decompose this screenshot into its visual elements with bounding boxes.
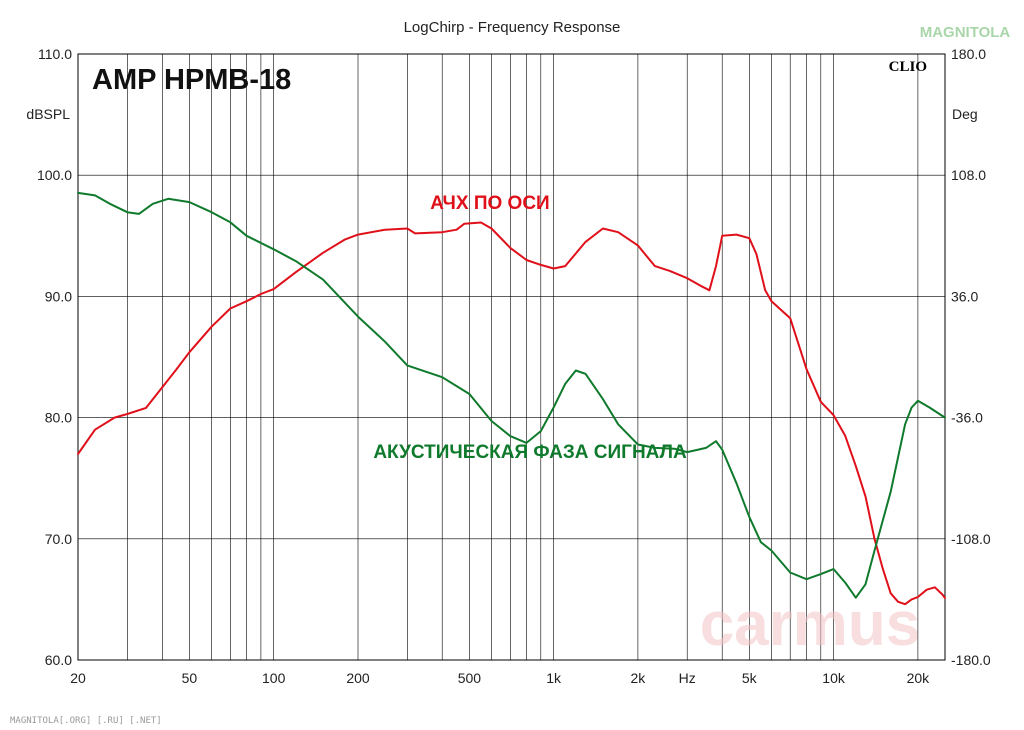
- x-tick-label: 20k: [907, 670, 931, 686]
- series-label-magnitude: АЧХ ПО ОСИ: [430, 193, 549, 214]
- x-tick-label: 100: [262, 670, 286, 686]
- logo-text: MAGNITOLA: [920, 24, 1011, 41]
- left-axis-ticks: 110.0 100.0 90.0 80.0 70.0 60.0: [37, 46, 72, 668]
- left-tick-label: 90.0: [45, 288, 72, 304]
- x-tick-label: Hz: [679, 670, 696, 686]
- phase-series-line: [77, 191, 946, 599]
- major-grid: [78, 53, 945, 661]
- right-tick-label: 180.0: [951, 46, 986, 62]
- right-tick-label: 36.0: [951, 288, 978, 304]
- right-axis-ticks: 180.0 108.0 36.0 -36.0 -108.0 -180.0: [951, 46, 991, 668]
- x-tick-label: 2k: [631, 670, 647, 686]
- watermark-text: carmus: [700, 590, 921, 659]
- x-axis-ticks: 20 50 100 200 500 1k 2k Hz 5k 10k 20k: [70, 670, 930, 686]
- left-tick-label: 70.0: [45, 531, 72, 547]
- series-layer: [77, 191, 946, 606]
- plot-frame: [77, 53, 946, 661]
- right-tick-label: 108.0: [951, 167, 986, 183]
- x-tick-label: 50: [182, 670, 198, 686]
- right-tick-label: -36.0: [951, 410, 983, 426]
- minor-grid: [127, 54, 919, 660]
- x-tick-label: 5k: [742, 670, 758, 686]
- magnitude-series-line: [77, 221, 946, 606]
- x-tick-label: 500: [458, 670, 482, 686]
- x-tick-label: 20: [70, 670, 86, 686]
- footer-text: MAGNITOLA[.ORG] [.RU] [.NET]: [10, 716, 162, 726]
- model-label: AMP HPMB-18: [92, 64, 291, 96]
- left-tick-label: 100.0: [37, 167, 72, 183]
- left-tick-label: 60.0: [45, 652, 72, 668]
- right-tick-label: -108.0: [951, 531, 991, 547]
- x-tick-label: 10k: [822, 670, 846, 686]
- right-axis-unit: Deg: [952, 106, 978, 122]
- chart-title: LogChirp - Frequency Response: [404, 19, 621, 36]
- left-tick-label: 110.0: [38, 46, 72, 62]
- x-tick-label: 200: [346, 670, 370, 686]
- brand-label: CLIO: [889, 59, 927, 75]
- series-label-phase: АКУСТИЧЕСКАЯ ФАЗА СИГНАЛА: [373, 442, 687, 463]
- left-tick-label: 80.0: [45, 410, 72, 426]
- left-axis-unit: dBSPL: [26, 106, 70, 122]
- right-tick-label: -180.0: [951, 652, 991, 668]
- x-tick-label: 1k: [546, 670, 562, 686]
